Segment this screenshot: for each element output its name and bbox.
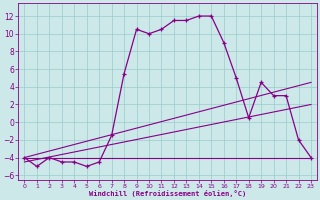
X-axis label: Windchill (Refroidissement éolien,°C): Windchill (Refroidissement éolien,°C) bbox=[89, 190, 246, 197]
